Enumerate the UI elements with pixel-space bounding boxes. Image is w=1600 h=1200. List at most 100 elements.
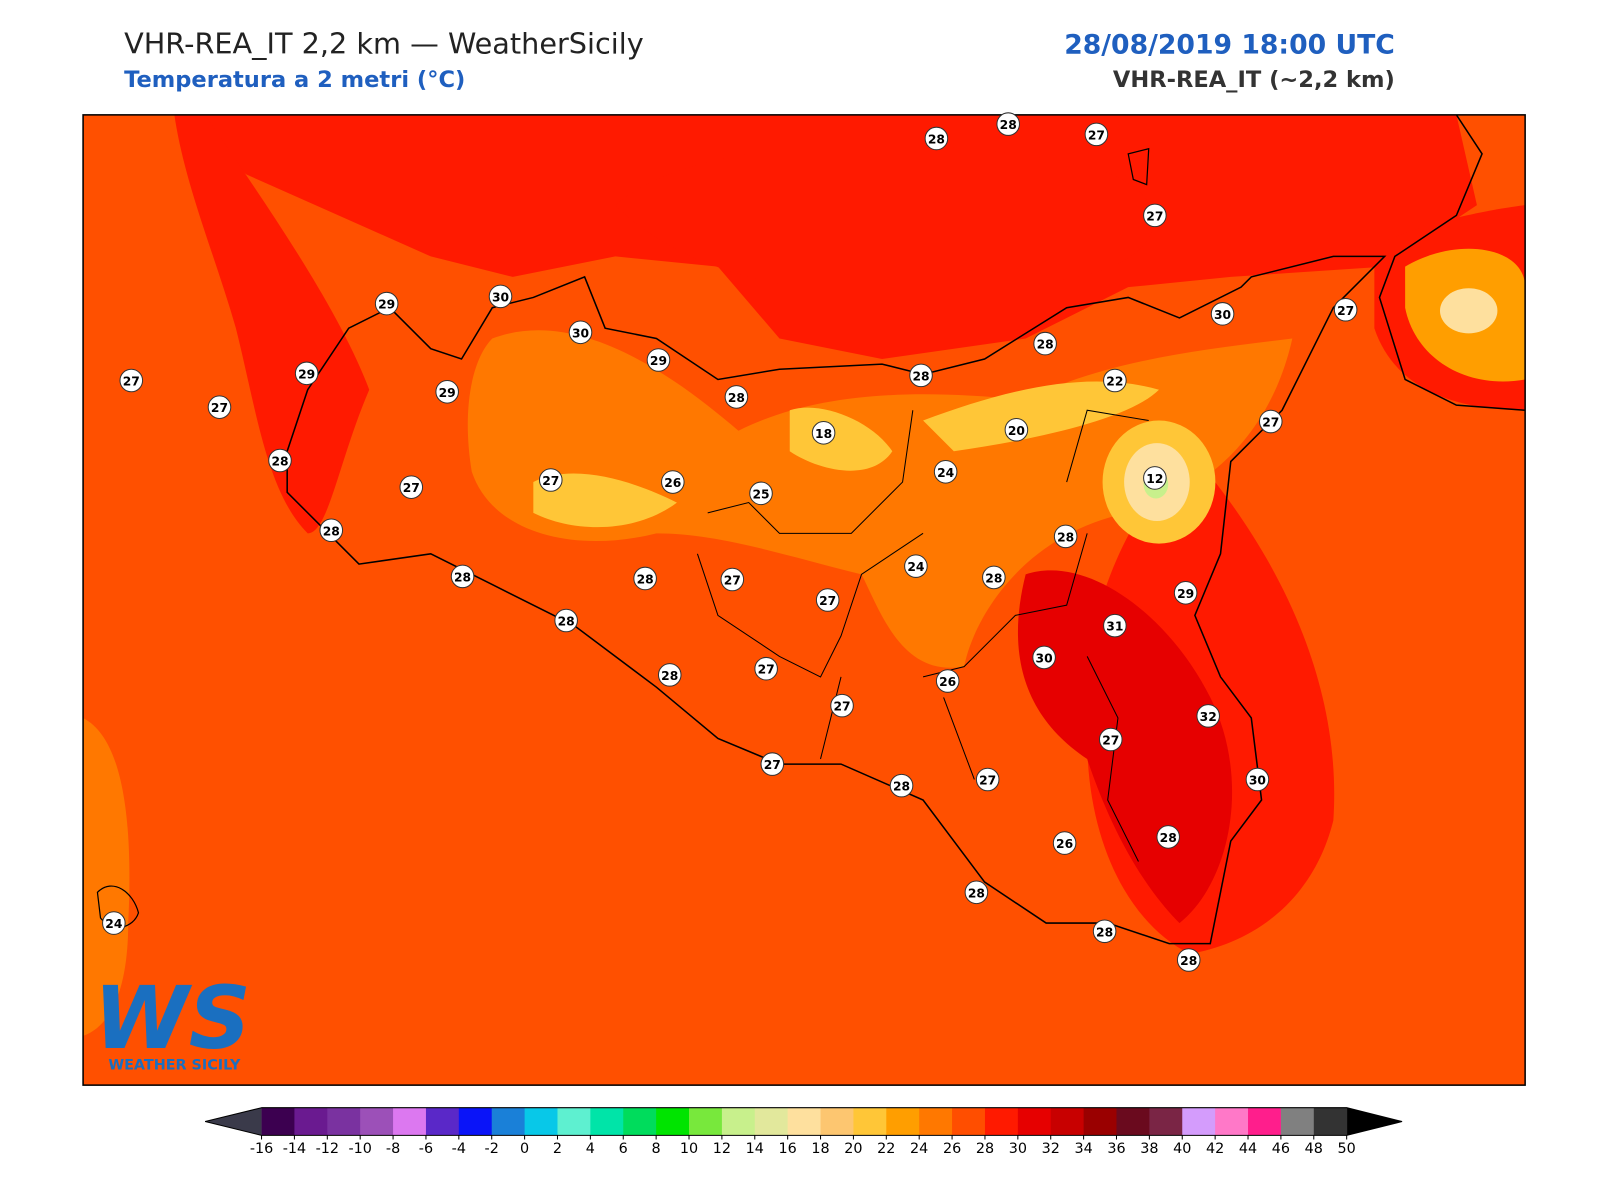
colorbar-segment <box>656 1107 690 1136</box>
colorbar-segment <box>294 1107 328 1136</box>
coastline <box>286 255 1387 945</box>
colorbar-segment <box>984 1107 1019 1136</box>
colorbar-tick-label: 0 <box>520 1141 529 1157</box>
station: 28 <box>964 880 989 905</box>
station-marker <box>996 112 1020 136</box>
colorbar-extension <box>205 1107 262 1136</box>
station-value: 30 <box>572 326 589 340</box>
station-marker <box>1245 767 1270 792</box>
logo-text: WEATHER SICILY <box>108 1058 241 1074</box>
colorbar-tick-label: -8 <box>386 1141 400 1157</box>
station: 28 <box>724 385 749 409</box>
station-value: 28 <box>928 132 945 146</box>
station: 27 <box>815 588 840 612</box>
colorbar-tick-label: -16 <box>250 1141 273 1157</box>
colorbar-tick-label: -12 <box>316 1141 339 1157</box>
colorbar-segment <box>623 1107 657 1136</box>
colorbar-tick-label: 42 <box>1206 1141 1224 1157</box>
colorbar-segment <box>557 1107 591 1136</box>
colorbar-segment <box>721 1107 756 1136</box>
colorbar-segment <box>820 1107 854 1136</box>
station: 30 <box>568 320 593 345</box>
colorbar-tick-label: 34 <box>1074 1141 1092 1157</box>
station: 28 <box>924 126 949 151</box>
colorbar-tick-label: 8 <box>652 1141 661 1157</box>
station-value: 28 <box>637 572 654 586</box>
colorbar-segment <box>261 1107 295 1136</box>
station-value: 27 <box>764 758 781 772</box>
station: 28 <box>1053 524 1078 549</box>
colorbar-tick-label: -10 <box>348 1141 371 1157</box>
station: 28 <box>554 608 578 633</box>
station-marker <box>975 767 1000 792</box>
station-value: 27 <box>403 481 420 495</box>
colorbar-segment <box>1313 1107 1348 1136</box>
station-marker <box>1176 948 1201 972</box>
station: 29 <box>1173 581 1198 605</box>
station-marker <box>1032 645 1056 670</box>
station-marker <box>435 380 459 404</box>
station-marker <box>935 669 960 693</box>
station-marker <box>207 395 232 419</box>
station: 30 <box>1032 645 1056 670</box>
colorbar-tick-label: 30 <box>1009 1141 1027 1157</box>
station-value: 29 <box>1177 587 1194 601</box>
station: 28 <box>1156 825 1180 849</box>
station: 27 <box>1084 122 1109 147</box>
station: 31 <box>1103 613 1127 638</box>
colorbar-tick-label: 2 <box>553 1141 562 1157</box>
station-value: 29 <box>439 386 456 400</box>
model: VHR-REA_IT (~2,2 km) <box>1113 67 1395 93</box>
station-marker <box>657 663 682 687</box>
station-value: 27 <box>1088 128 1105 142</box>
station-marker <box>1196 704 1220 728</box>
colorbar-segment <box>1017 1107 1052 1136</box>
colorbar-segment <box>754 1107 789 1136</box>
colorbar-segment <box>1280 1107 1315 1136</box>
colorbar-tick-label: 40 <box>1173 1141 1191 1157</box>
station-marker <box>294 361 319 386</box>
station-marker <box>749 481 773 506</box>
station-value: 29 <box>650 354 667 368</box>
colorbar-segment <box>1149 1107 1183 1136</box>
station: 30 <box>1245 767 1270 792</box>
station-marker <box>268 448 292 473</box>
colorbar-segment <box>425 1107 460 1136</box>
province-border <box>696 409 1149 862</box>
station: 27 <box>830 693 854 718</box>
map-frame <box>82 114 1526 1086</box>
station-value: 28 <box>1000 118 1017 132</box>
colorbar-tick-label: 32 <box>1042 1141 1060 1157</box>
station-value: 26 <box>664 476 681 490</box>
station-value: 27 <box>1262 416 1279 430</box>
station-marker <box>646 348 671 372</box>
colorbar-segment <box>1182 1107 1216 1136</box>
station-marker <box>119 368 144 393</box>
station: 27 <box>1143 203 1167 228</box>
station: 27 <box>754 656 778 681</box>
station-value: 24 <box>907 560 924 574</box>
station-value: 27 <box>1102 734 1119 748</box>
colorbar-tick-label: -2 <box>485 1141 499 1157</box>
station-marker <box>815 588 840 612</box>
station: 12 <box>1143 466 1167 490</box>
colorbar-tick-label: 16 <box>779 1141 797 1157</box>
colorbar-tick-label: 22 <box>877 1141 895 1157</box>
station-marker <box>554 608 578 633</box>
station-value: 28 <box>661 669 678 683</box>
station-value: 30 <box>492 290 509 304</box>
station-value: 28 <box>1037 338 1054 352</box>
title: VHR-REA_IT 2,2 km — WeatherSicily <box>124 26 644 60</box>
colorbar-segment <box>590 1107 624 1136</box>
colorbar-tick-label: 18 <box>811 1141 829 1157</box>
colorbar-segment <box>1050 1107 1085 1136</box>
station-marker <box>982 565 1006 590</box>
colorbar-segment <box>919 1107 953 1136</box>
station-marker <box>1092 919 1117 944</box>
station-marker <box>830 693 854 718</box>
station-marker <box>319 518 344 543</box>
station-value: 27 <box>542 474 559 488</box>
station-value: 28 <box>454 570 471 584</box>
station-value: 28 <box>558 615 575 629</box>
station-marker <box>1103 368 1127 393</box>
